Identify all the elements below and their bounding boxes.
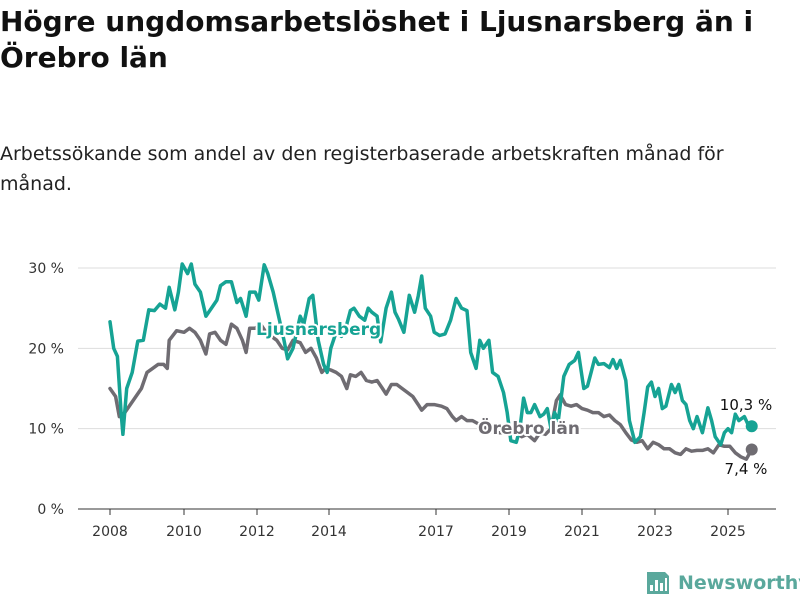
chart-title: Högre ungdomsarbetslöshet i Ljusnarsberg… — [0, 5, 754, 74]
chart-subtitle: Arbetssökande som andel av den registerb… — [0, 143, 724, 195]
x-tick-label: 2019 — [491, 524, 527, 540]
x-tick-label: 2010 — [166, 524, 202, 540]
x-tick-label: 2021 — [564, 524, 600, 540]
series-end-point-ljusnarsberg — [745, 420, 758, 433]
x-tick-label: 2017 — [418, 524, 454, 540]
grid-lines — [78, 267, 776, 510]
newsworthy-logo: Newsworthy — [644, 569, 800, 597]
x-axis-ticks: 2008 2010 2012 2014 2017 2019 2021 2023 2025 — [92, 509, 746, 540]
end-value-orebro: 7,4 % — [725, 460, 768, 478]
x-tick-label: 2008 — [92, 524, 128, 540]
end-value-ljusnarsberg: 10,3 % — [720, 396, 772, 414]
x-tick-label: 2014 — [311, 524, 347, 540]
series-labels: Ljusnarsberg Örebro län 10,3 % 7,4 % — [254, 318, 774, 480]
x-tick-label: 2023 — [637, 524, 673, 540]
y-tick-label: 20 % — [28, 341, 64, 357]
series-line-orebro — [108, 322, 754, 461]
series-label-orebro: Örebro län — [478, 417, 580, 439]
series-label-ljusnarsberg: Ljusnarsberg — [256, 320, 381, 340]
series-line-ljusnarsberg — [108, 262, 754, 447]
series-end-point-orebro — [745, 443, 758, 456]
brand-name: Newsworthy — [678, 572, 800, 594]
y-tick-label: 30 % — [28, 261, 64, 277]
series-lines — [108, 262, 758, 461]
y-axis-ticks: 0 % 10 % 20 % 30 % — [28, 261, 64, 518]
x-tick-label: 2025 — [710, 524, 746, 540]
y-tick-label: 0 % — [37, 502, 64, 518]
y-tick-label: 10 % — [28, 422, 64, 438]
x-tick-label: 2012 — [239, 524, 275, 540]
newsworthy-icon — [647, 572, 669, 594]
